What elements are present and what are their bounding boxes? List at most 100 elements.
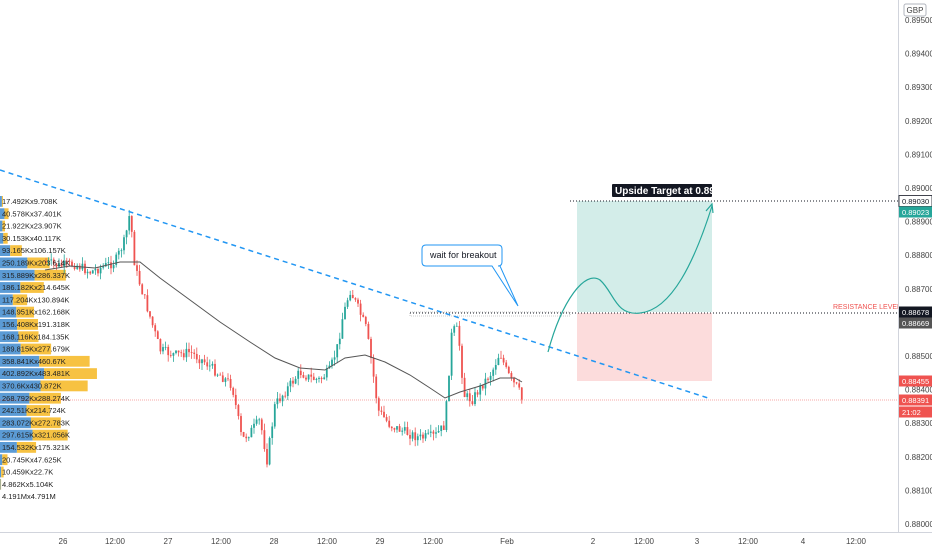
candle-body bbox=[466, 393, 469, 398]
candle-body bbox=[502, 357, 505, 363]
candle-body bbox=[162, 347, 164, 352]
target-zone[interactable] bbox=[577, 201, 712, 312]
volume-profile-label: 297.615Kx321.056K bbox=[2, 431, 70, 440]
candle-body bbox=[115, 254, 118, 266]
candle-body bbox=[427, 432, 430, 434]
price-label: 0.88678 bbox=[902, 308, 929, 317]
volume-profile-bar-up bbox=[0, 306, 17, 318]
time-tick-label: 3 bbox=[695, 537, 700, 546]
volume-profile-label: 93.165Kx106.157K bbox=[2, 246, 66, 255]
candle-body bbox=[271, 426, 274, 438]
descending-trendline[interactable] bbox=[0, 169, 709, 399]
candle-body bbox=[367, 323, 370, 339]
volume-profile-bar-up bbox=[0, 208, 5, 220]
volume-profile-bar-up bbox=[0, 442, 17, 453]
candle-body bbox=[281, 395, 284, 402]
candle-body bbox=[351, 294, 354, 299]
price-tick-label: 0.88200 bbox=[905, 453, 932, 462]
price-tick-label: 0.88000 bbox=[905, 520, 932, 529]
candle-body bbox=[440, 425, 443, 432]
candle-body bbox=[50, 259, 53, 261]
volume-profile-label: 186.182Kx214.645K bbox=[2, 283, 70, 292]
volume-profile-bar-down bbox=[1, 466, 4, 478]
candle-body bbox=[55, 263, 58, 267]
volume-profile-bar-down bbox=[0, 478, 2, 490]
volume-profile-bar-down bbox=[30, 417, 61, 429]
candle-body bbox=[224, 378, 227, 382]
candle-body bbox=[112, 265, 115, 269]
projected-path-curve[interactable] bbox=[547, 205, 713, 353]
candle-body bbox=[284, 395, 287, 397]
candle-body bbox=[221, 375, 224, 382]
candle-body bbox=[411, 432, 414, 439]
candle-body bbox=[273, 404, 276, 427]
candle-body bbox=[362, 314, 365, 317]
candle-body bbox=[169, 355, 172, 356]
price-tick-label: 0.88400 bbox=[905, 386, 932, 395]
volume-profile-label: 17.492Kx9.708K bbox=[2, 197, 57, 206]
candle-body bbox=[507, 366, 510, 374]
moving-average-line bbox=[44, 261, 523, 399]
candle-body bbox=[388, 420, 391, 427]
candle-body bbox=[84, 263, 86, 274]
candle-body bbox=[188, 348, 190, 353]
candle-body bbox=[123, 237, 125, 251]
candle-body bbox=[289, 380, 292, 387]
volume-profile-bar-up bbox=[0, 331, 19, 343]
volume-profile-bar-down bbox=[16, 306, 35, 318]
volume-profile-bar-down bbox=[39, 355, 90, 367]
candle-body bbox=[276, 398, 279, 405]
candle-body bbox=[102, 266, 105, 268]
volume-profile-bar-up bbox=[0, 417, 31, 429]
volume-profile-label: 20.745Kx47.625K bbox=[2, 455, 62, 464]
time-tick-label: 4 bbox=[801, 537, 806, 546]
volume-profile-bar-down bbox=[29, 392, 61, 404]
candle-body bbox=[487, 378, 489, 380]
time-tick-label: 27 bbox=[164, 537, 173, 546]
volume-profile-bar-down bbox=[26, 405, 51, 416]
candle-body bbox=[331, 359, 333, 366]
candle-body bbox=[333, 357, 336, 360]
price-tick-label: 0.88500 bbox=[905, 352, 932, 361]
candle-body bbox=[448, 375, 450, 402]
candle-body bbox=[133, 231, 136, 266]
volume-profile-bar-up bbox=[0, 269, 35, 281]
resistance-band bbox=[409, 311, 571, 317]
candle-body bbox=[154, 325, 157, 332]
volume-profile-bar-down bbox=[40, 380, 88, 392]
candle-body bbox=[320, 377, 323, 380]
time-axis[interactable]: 26 12:00 27 12:00 28 12:00 29 12:00 Feb 2 12:00 3 12… bbox=[59, 537, 867, 546]
candle-body bbox=[125, 230, 128, 238]
time-tick-label: 12:00 bbox=[634, 537, 655, 546]
time-tick-label: 28 bbox=[270, 537, 279, 546]
candle-body bbox=[47, 260, 50, 263]
candle-body bbox=[266, 449, 268, 465]
volume-profile-bar-down bbox=[1, 196, 3, 207]
candle-body bbox=[206, 362, 209, 367]
volume-profile-bar-down bbox=[17, 319, 39, 330]
candle-body bbox=[458, 325, 461, 346]
candle-body bbox=[520, 387, 523, 400]
candle-body bbox=[242, 432, 245, 437]
volume-profile-bar-down bbox=[16, 442, 37, 453]
candle-body bbox=[91, 270, 94, 274]
currency-badge[interactable] bbox=[903, 3, 927, 17]
volume-profile-bar-down bbox=[12, 294, 28, 306]
candle-body bbox=[110, 262, 112, 269]
candle-body bbox=[146, 295, 149, 312]
candle-body bbox=[396, 426, 398, 430]
candle-body bbox=[94, 268, 97, 271]
candle-body bbox=[318, 377, 320, 379]
volume-profile-bar-up bbox=[0, 196, 2, 207]
candle-body bbox=[52, 259, 55, 264]
stop-zone[interactable] bbox=[577, 313, 712, 381]
volume-profile-label: 250.189Kx203.614K bbox=[2, 259, 70, 268]
volume-profile-bar-up bbox=[0, 368, 45, 379]
volume-profile-bar-down bbox=[18, 331, 39, 343]
volume-profile-bar-up bbox=[0, 380, 41, 392]
candle-body bbox=[471, 401, 474, 405]
candle-body bbox=[419, 434, 422, 437]
candle-body bbox=[445, 401, 448, 431]
